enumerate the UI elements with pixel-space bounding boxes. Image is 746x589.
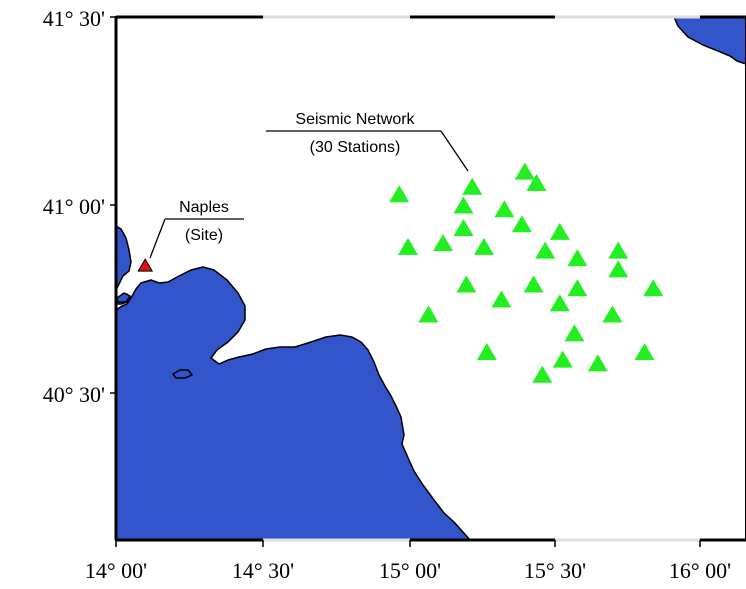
- station-marker: [433, 234, 454, 252]
- capri-island: [172, 369, 193, 379]
- station-marker: [389, 185, 410, 203]
- axis-ticks: [110, 16, 701, 547]
- station-marker: [564, 324, 585, 342]
- site-layer: [137, 258, 154, 272]
- network-label: Seismic Network: [295, 111, 415, 128]
- lon-label: 15° 30': [524, 558, 586, 583]
- station-marker: [532, 365, 553, 383]
- station-marker: [567, 249, 588, 267]
- station-marker: [476, 343, 497, 361]
- station-marker: [535, 241, 556, 259]
- station-marker: [456, 275, 477, 293]
- ischia-island: [116, 292, 131, 303]
- land-masses: [115, 16, 746, 541]
- station-marker: [523, 275, 544, 293]
- network-sublabel: (30 Stations): [310, 139, 401, 156]
- station-marker: [608, 260, 629, 278]
- station-marker: [491, 290, 512, 308]
- station-marker: [549, 294, 570, 312]
- station-marker: [567, 279, 588, 297]
- station-marker: [549, 222, 570, 240]
- station-marker: [453, 219, 474, 237]
- mainland-coast: [115, 266, 471, 541]
- lon-label: 14° 00': [85, 558, 147, 583]
- leader-line: [440, 130, 469, 172]
- site-annotation: Naples (Site): [149, 199, 244, 259]
- station-marker: [602, 305, 623, 323]
- lat-label: 40° 30': [43, 382, 105, 407]
- latitude-labels: 41° 30' 41° 00' 40° 30': [43, 6, 105, 407]
- station-layer: [389, 162, 664, 383]
- longitude-labels: 14° 00' 14° 30' 15° 00' 15° 30' 16° 00': [85, 558, 731, 583]
- lon-label: 15° 00': [379, 558, 441, 583]
- site-marker: [137, 258, 154, 272]
- network-annotation: Seismic Network (30 Stations): [266, 111, 469, 172]
- leader-line: [149, 218, 166, 259]
- site-label: Naples: [179, 199, 229, 216]
- lat-label: 41° 30': [43, 6, 105, 31]
- site-sublabel: (Site): [185, 227, 223, 244]
- station-marker: [552, 350, 573, 368]
- station-marker: [462, 177, 483, 195]
- mainland-coast: [115, 225, 132, 291]
- station-marker: [526, 173, 547, 191]
- lat-label: 41° 00': [43, 194, 105, 219]
- station-marker: [511, 215, 532, 233]
- station-marker: [418, 305, 439, 323]
- lon-label: 16° 00': [669, 558, 731, 583]
- station-marker: [587, 354, 608, 372]
- station-marker: [453, 196, 474, 214]
- northeast-coast: [673, 16, 746, 65]
- map-frame: [114, 15, 746, 542]
- station-marker: [608, 241, 629, 259]
- lon-label: 14° 30': [232, 558, 294, 583]
- station-marker: [473, 237, 494, 255]
- station-marker: [634, 343, 655, 361]
- station-marker: [514, 162, 535, 180]
- station-marker: [643, 279, 664, 297]
- station-marker: [494, 200, 515, 218]
- station-marker: [398, 237, 418, 255]
